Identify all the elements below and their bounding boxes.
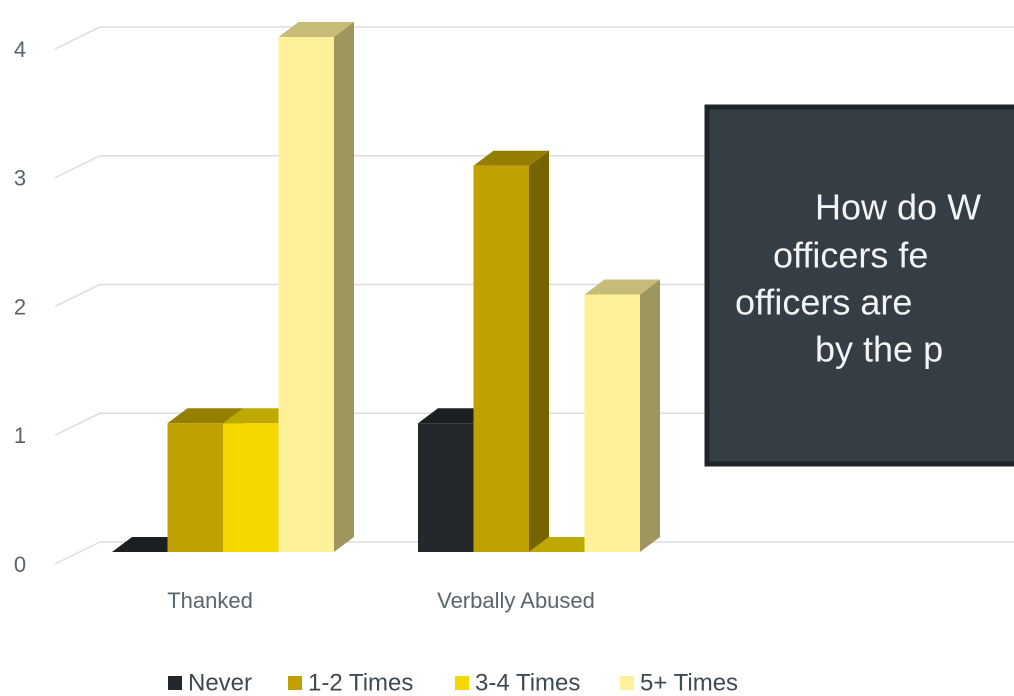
bar [584, 279, 660, 295]
legend: Never 1-2 Times 3-4 Times 5+ Times [168, 669, 738, 696]
legend-swatch [168, 676, 182, 690]
legend-swatch [288, 676, 302, 690]
grid-line [54, 26, 1014, 50]
bar [278, 37, 334, 552]
annotation-text: officers are [735, 282, 912, 323]
legend-label: Never [188, 669, 252, 696]
bar [223, 423, 279, 552]
legend-label: 5+ Times [640, 669, 738, 696]
bar [473, 150, 549, 166]
grid-line [54, 541, 1014, 565]
bar [167, 423, 223, 552]
bar [640, 279, 660, 552]
annotation-box: How do W officers fe officers are by the p [704, 104, 1014, 467]
bar [473, 165, 529, 552]
y-tick-label: 0 [14, 552, 26, 577]
x-tick-label: Verbally Abused [437, 588, 595, 613]
legend-swatch [620, 676, 634, 690]
bars: Thanked Verbally Abused [112, 22, 660, 613]
bar [418, 423, 474, 552]
legend-swatch [455, 676, 469, 690]
annotation-text: How do W [815, 187, 981, 228]
annotation-background [704, 104, 1014, 467]
annotation-text: officers fe [773, 235, 928, 276]
annotation-text: by the p [815, 329, 943, 370]
y-tick-label: 2 [14, 294, 26, 319]
bar [529, 150, 549, 552]
bar [167, 408, 243, 424]
x-tick-label: Thanked [167, 588, 253, 613]
legend-label: 3-4 Times [475, 669, 580, 696]
bar [334, 22, 354, 552]
bar [278, 22, 354, 37]
legend-label: 1-2 Times [308, 669, 413, 696]
y-tick-label: 3 [14, 166, 26, 191]
bar [584, 294, 640, 552]
y-tick-label: 4 [14, 37, 26, 62]
y-tick-label: 1 [14, 423, 26, 448]
